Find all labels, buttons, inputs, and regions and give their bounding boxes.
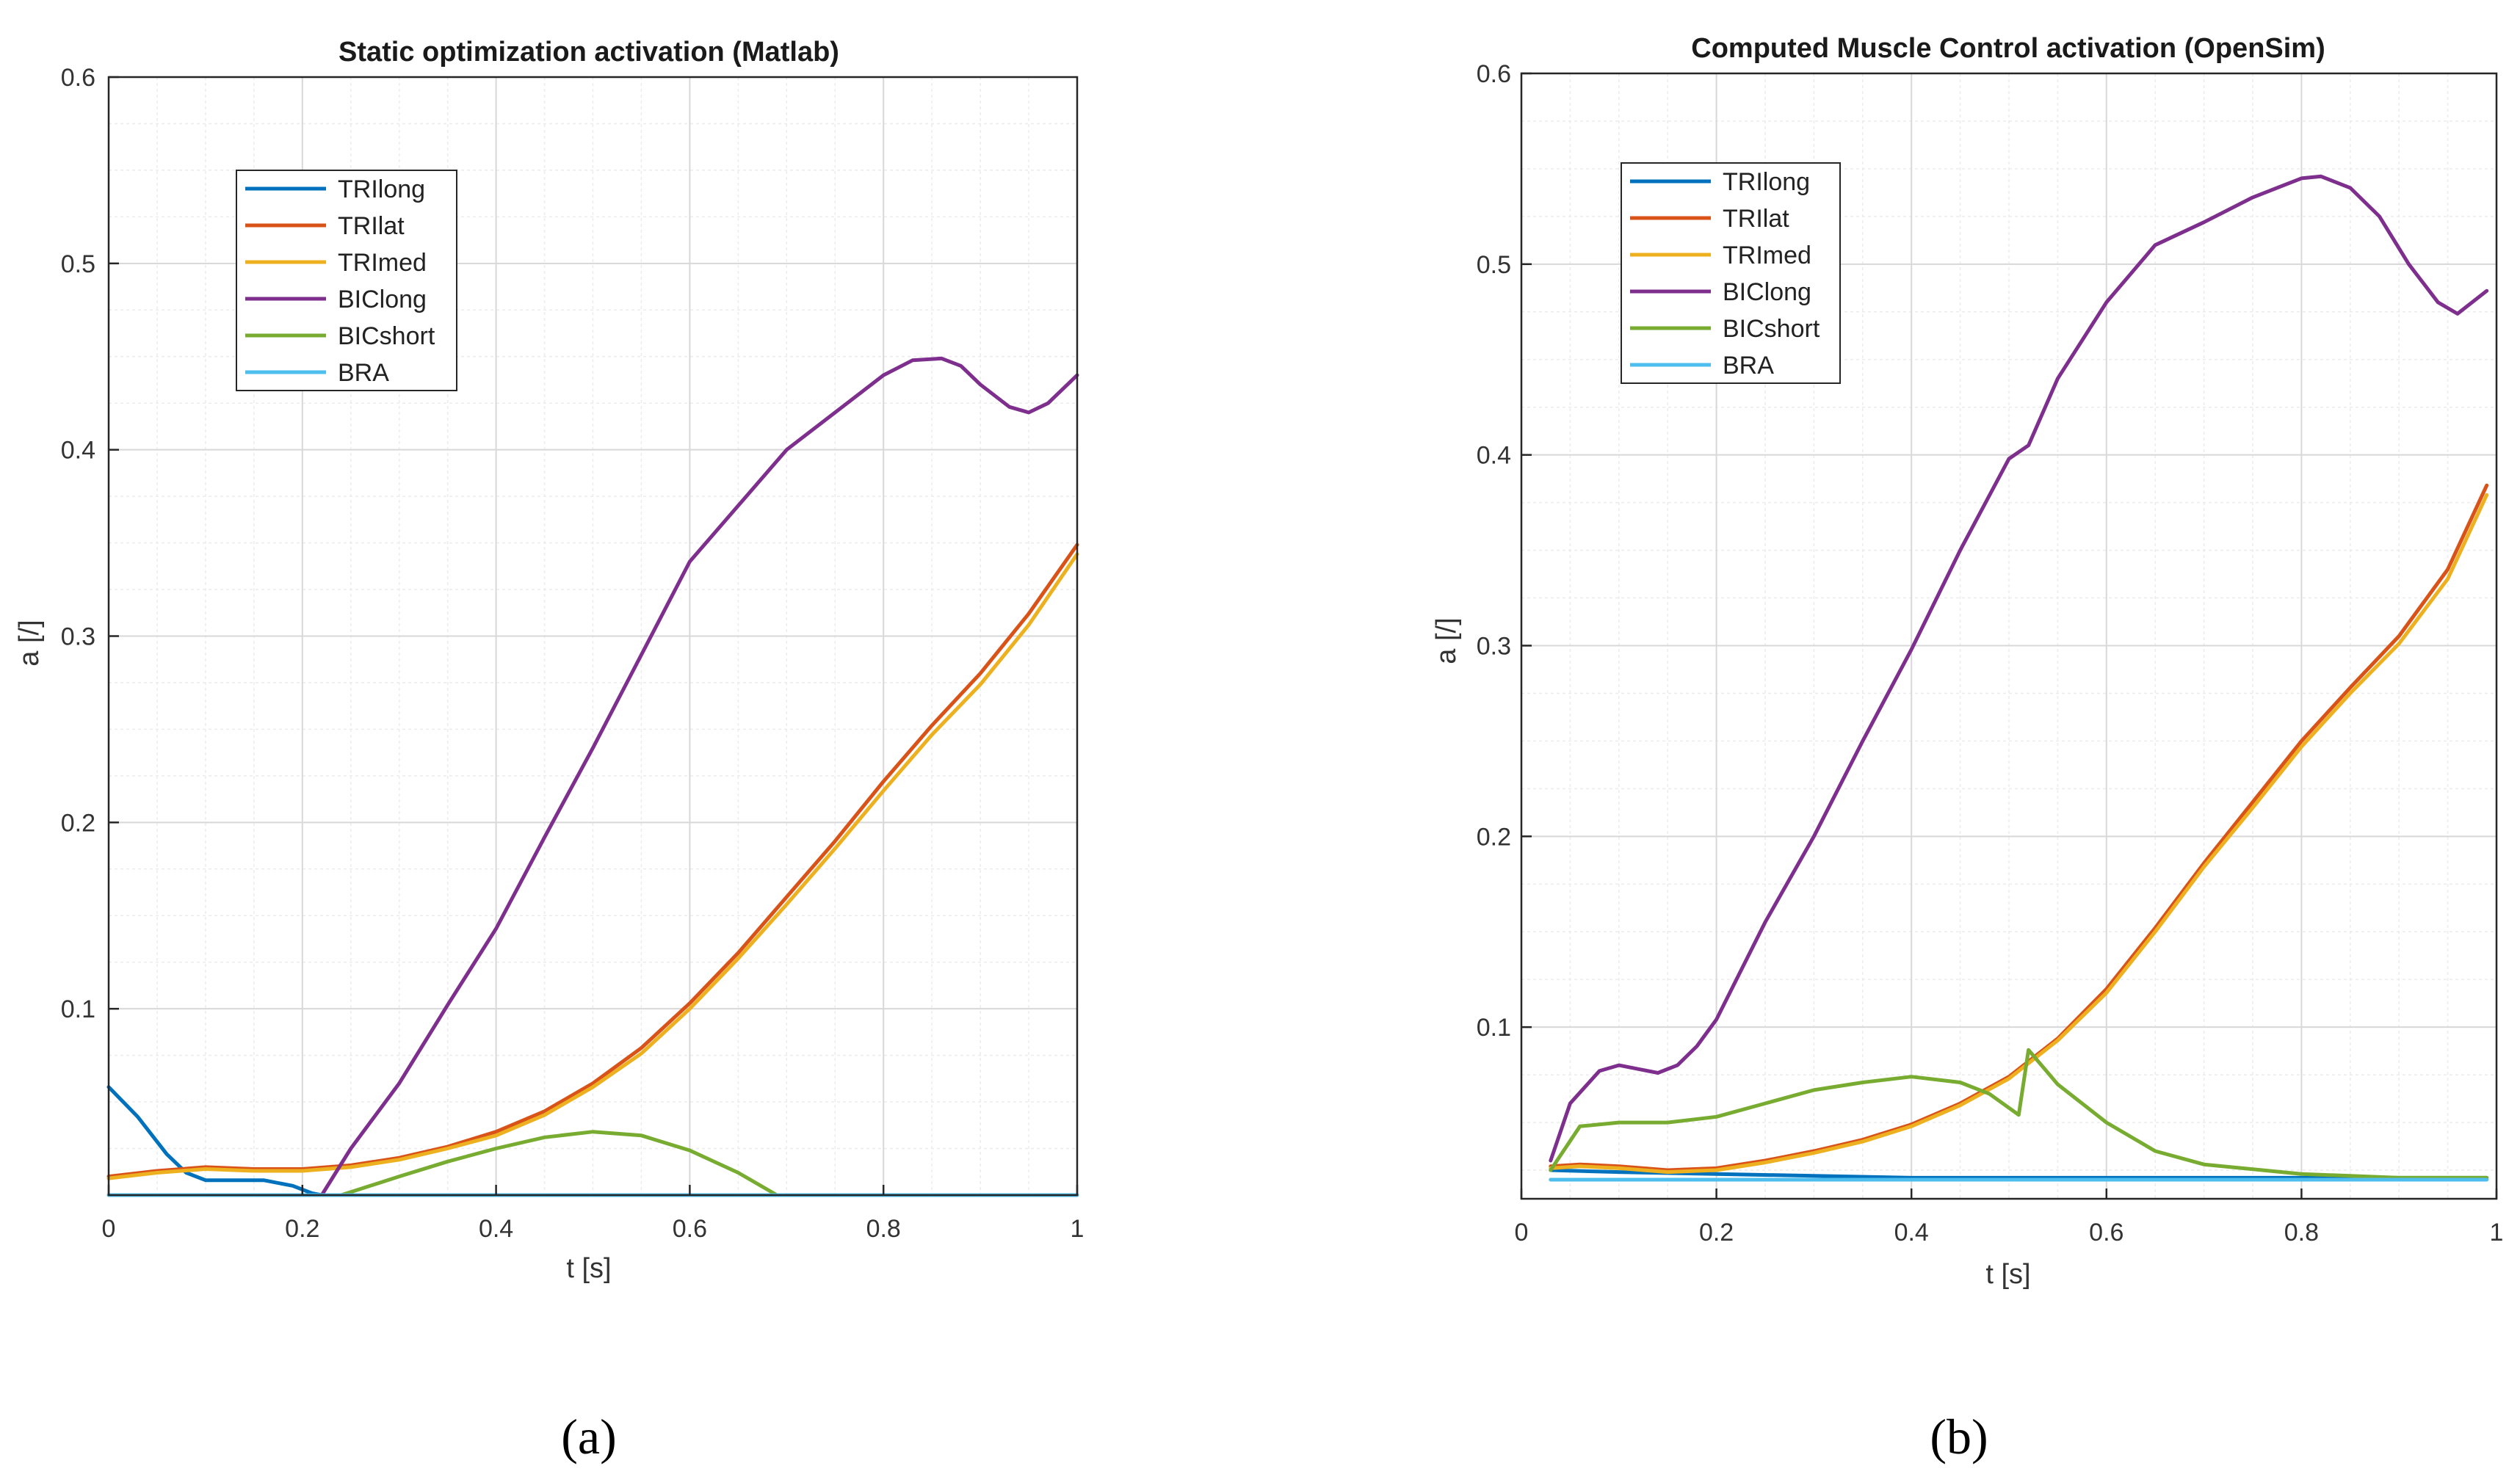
x-tick-label: 1: [1071, 1215, 1085, 1243]
legend-label-trilong: TRIlong: [338, 175, 425, 203]
y-tick-label: 0.4: [61, 437, 95, 465]
axes-frame: [1520, 72, 2498, 1200]
legend-label-trilat: TRIlat: [1723, 205, 1789, 233]
legend-label-trimed: TRImed: [1723, 242, 1811, 269]
chart-panel-b: Computed Muscle Control activation (Open…: [1431, 33, 2503, 1465]
legend-label-trimed: TRImed: [338, 249, 427, 277]
y-tick-label: 0.6: [1477, 60, 1511, 88]
y-tick-label: 0.5: [61, 250, 95, 278]
legend-label-bra: BRA: [1723, 352, 1774, 380]
y-tick-label: 0.4: [1477, 442, 1511, 470]
x-tick-label: 0.8: [2284, 1219, 2319, 1246]
legend: TRIlong TRIlat TRImed BIClong BICshort BRA: [1621, 162, 1841, 384]
legend-label-biclong: BIClong: [1723, 278, 1811, 306]
panel-a-label: (a): [561, 1409, 616, 1465]
series-line-trilong: [1549, 1168, 2489, 1180]
chart-panel-a: Static optimization activation (Matlab) …: [14, 37, 1084, 1465]
x-tick-label: 0.4: [1894, 1219, 1929, 1246]
chart-a-xlabel: t [s]: [566, 1253, 611, 1284]
y-tick-label: 0.5: [1477, 251, 1511, 279]
legend-box: [1621, 162, 1841, 384]
y-tick-label: 0.1: [1477, 1014, 1511, 1042]
x-tick-label: 0.4: [479, 1215, 513, 1243]
y-tick-label: 0.2: [61, 809, 95, 837]
series-line-trimed: [1549, 493, 2489, 1175]
x-tick-label: 0.6: [2089, 1219, 2123, 1246]
panel-b-label: (b): [1930, 1409, 1988, 1465]
chart-a-title: Static optimization activation (Matlab): [338, 37, 839, 68]
legend-label-bicshort: BICshort: [338, 322, 435, 350]
legend-box: [236, 170, 457, 391]
y-tick-label: 0.2: [1477, 823, 1511, 851]
x-tick-label: 0.6: [673, 1215, 707, 1243]
x-tick-label: 0.2: [285, 1215, 319, 1243]
y-tick-label: 0.3: [61, 623, 95, 651]
legend-label-bicshort: BICshort: [1723, 315, 1820, 343]
legend: TRIlong TRIlat TRImed BIClong BICshort BRA: [236, 170, 457, 391]
legend-label-biclong: BIClong: [338, 286, 427, 313]
legend-label-bra: BRA: [338, 359, 389, 387]
series-group: [1549, 174, 2489, 1182]
y-tick-label: 0.3: [1477, 632, 1511, 660]
series-line-bicshort: [339, 1130, 779, 1197]
series-line-biclong: [1549, 174, 2489, 1163]
x-tick-label: 0.2: [1699, 1219, 1734, 1246]
chart-b-title: Computed Muscle Control activation (Open…: [1691, 33, 2325, 64]
chart-a-plot-area: 0 0.2 0.4 0.6 0.8 10.10.20.30.40.50.6TRIlongT…: [61, 64, 1085, 1243]
y-tick-label: 0.1: [61, 995, 95, 1023]
x-tick-label: 0: [1515, 1219, 1529, 1246]
series-line-bicshort: [1549, 1048, 2489, 1180]
x-tick-label: 0.8: [866, 1215, 901, 1243]
y-tick-label: 0.6: [61, 64, 95, 92]
series-line-trimed: [106, 552, 1079, 1180]
series-line-biclong: [319, 356, 1079, 1197]
x-tick-label: 0: [102, 1215, 116, 1243]
chart-b-ylabel: a [/]: [1431, 617, 1462, 664]
legend-label-trilong: TRIlong: [1723, 168, 1810, 196]
chart-b-xlabel: t [s]: [1985, 1259, 2030, 1290]
chart-a-ylabel: a [/]: [14, 620, 45, 666]
x-tick-label: 1: [2490, 1219, 2504, 1246]
legend-label-trilat: TRIlat: [338, 212, 405, 240]
chart-b-plot-area: 0 0.2 0.4 0.6 0.8 10.10.20.30.40.50.6TRIlongT…: [1477, 60, 2504, 1246]
